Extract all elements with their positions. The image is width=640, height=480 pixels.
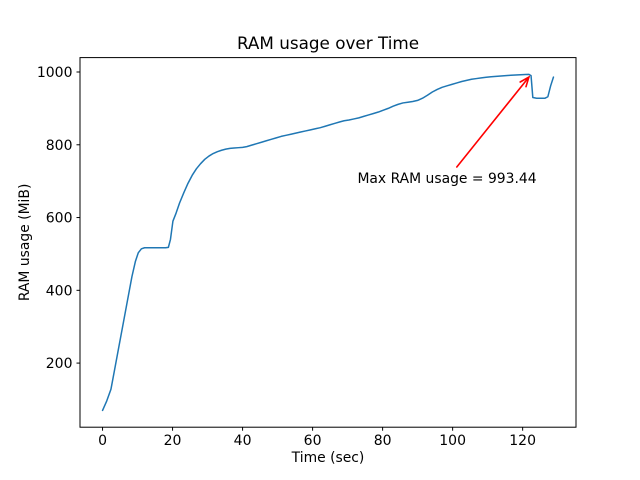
y-tick-label: 200 (46, 356, 73, 372)
annotation-arrow-path (456, 75, 531, 168)
y-tick-label: 600 (46, 211, 73, 227)
ram-usage-line (101, 73, 555, 412)
y-ticks: 200 400 600 800 1000 (37, 65, 80, 372)
plot-border (79, 57, 577, 428)
chart-title: RAM usage over Time (237, 33, 419, 53)
plot-area (80, 57, 576, 428)
y-tick-label: 400 (46, 283, 73, 299)
y-axis-label: RAM usage (MiB) (17, 184, 33, 302)
x-ticks: 0 20 40 60 80 100 120 (98, 427, 536, 449)
x-axis-label: Time (sec) (291, 450, 365, 466)
annotation-text: Max RAM usage = 993.44 (357, 171, 536, 187)
x-tick-label: 80 (374, 433, 392, 449)
y-tick-label: 1000 (37, 65, 73, 81)
x-tick-label: 40 (234, 433, 252, 449)
x-tick-label: 0 (98, 433, 107, 449)
x-tick-label: 20 (164, 433, 182, 449)
x-tick-label: 60 (304, 433, 322, 449)
x-tick-label: 120 (509, 433, 536, 449)
annotation-arrow (456, 75, 531, 168)
x-tick-label: 100 (439, 433, 466, 449)
y-tick-label: 800 (46, 138, 73, 154)
